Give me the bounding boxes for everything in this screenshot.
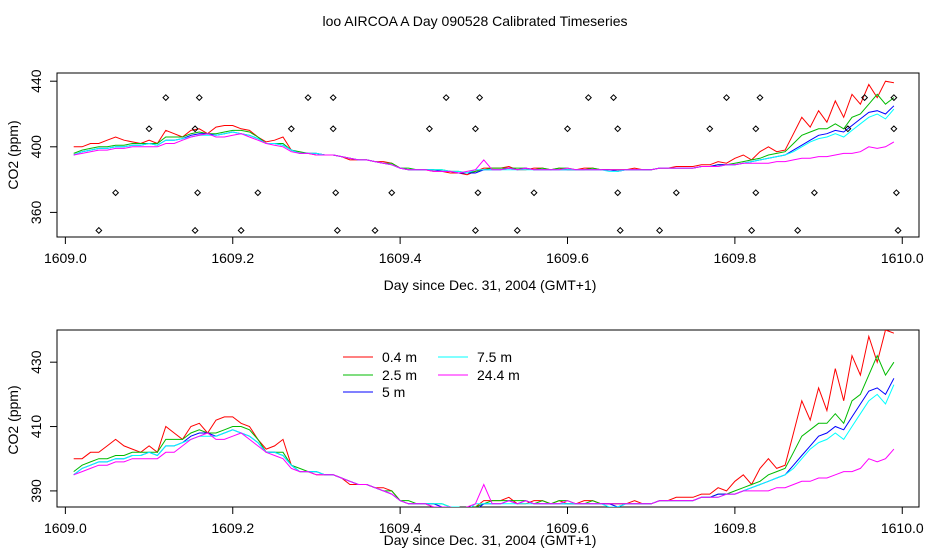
series-line-4 (73, 133, 895, 174)
data-marker (237, 226, 245, 234)
data-marker (723, 94, 731, 102)
y-tick-label: 390 (28, 479, 44, 503)
chart-title: loo AIRCOA A Day 090528 Calibrated Times… (322, 13, 627, 29)
data-marker (752, 125, 760, 133)
data-marker (425, 125, 433, 133)
legend-label: 0.4 m (382, 349, 417, 365)
data-marker (195, 94, 203, 102)
data-marker (794, 226, 802, 234)
data-marker (95, 226, 103, 234)
data-marker (254, 189, 262, 197)
x-tick-label: 1610.0 (881, 250, 924, 266)
data-marker (371, 226, 379, 234)
y-tick-label: 400 (28, 135, 44, 159)
legend-label: 5 m (382, 384, 405, 400)
y-tick-label: 410 (28, 415, 44, 439)
plot-frame (56, 329, 920, 508)
data-marker (471, 226, 479, 234)
data-marker (332, 189, 340, 197)
data-marker (388, 189, 396, 197)
y-tick-label: 440 (28, 69, 44, 93)
data-marker (471, 125, 479, 133)
data-marker (614, 189, 622, 197)
series-line-3 (73, 384, 895, 507)
data-marker (333, 226, 341, 234)
series-group (73, 330, 895, 507)
data-marker (287, 125, 295, 133)
plot-frame (56, 72, 920, 238)
x-tick-label: 1609.6 (546, 250, 589, 266)
data-marker (329, 125, 337, 133)
data-marker (656, 226, 664, 234)
data-marker (706, 125, 714, 133)
data-marker (584, 94, 592, 102)
x-tick-label: 1609.0 (44, 520, 87, 536)
data-marker (194, 189, 202, 197)
x-tick-label: 1609.4 (379, 250, 422, 266)
data-marker (610, 94, 618, 102)
x-tick-label: 1609.6 (546, 520, 589, 536)
series-line-0 (73, 80, 894, 176)
panel-top: Day since Dec. 31, 2004 (GMT+1) CO2 (ppm… (5, 69, 924, 293)
data-marker (474, 189, 482, 197)
series-line-3 (73, 108, 895, 174)
series-line-4 (73, 432, 895, 507)
data-marker (890, 125, 898, 133)
data-marker (191, 226, 199, 234)
data-marker (748, 226, 756, 234)
data-marker (756, 94, 764, 102)
data-marker (844, 125, 852, 133)
legend-label: 7.5 m (477, 349, 512, 365)
data-marker (563, 125, 572, 133)
x-tick-label: 1610.0 (881, 520, 924, 536)
x-tick-label: 1609.4 (379, 520, 422, 536)
x-tick-label: 1609.2 (211, 520, 254, 536)
y-axis-label: CO2 (ppm) (5, 120, 21, 189)
data-marker (892, 189, 900, 197)
panel-bottom: Day since Dec. 31, 2004 (GMT+1) CO2 (ppm… (5, 329, 924, 548)
data-marker (329, 94, 337, 102)
x-tick-label: 1609.8 (713, 250, 756, 266)
data-marker (162, 94, 170, 102)
data-marker (752, 189, 760, 197)
legend-label: 2.5 m (382, 367, 417, 383)
data-marker (890, 94, 898, 102)
x-tick-label: 1609.0 (44, 250, 87, 266)
data-marker (145, 125, 153, 133)
data-marker (304, 94, 312, 102)
data-marker (614, 125, 622, 133)
data-marker (476, 94, 484, 102)
x-tick-label: 1609.2 (211, 250, 254, 266)
series-line-1 (73, 93, 895, 174)
series-group (73, 80, 895, 176)
series-line-0 (73, 330, 895, 507)
data-marker (191, 125, 199, 133)
data-marker (513, 226, 521, 234)
y-tick-label: 430 (28, 350, 44, 374)
data-marker (810, 189, 818, 197)
data-marker (672, 189, 680, 197)
x-tick-label: 1609.8 (713, 520, 756, 536)
data-marker (861, 94, 869, 102)
data-marker (530, 189, 538, 197)
data-marker (112, 189, 120, 197)
legend-label: 24.4 m (477, 367, 520, 383)
data-marker (616, 226, 624, 234)
x-axis-label: Day since Dec. 31, 2004 (GMT+1) (384, 277, 597, 293)
data-marker (442, 94, 450, 102)
x-axis-label: Day since Dec. 31, 2004 (GMT+1) (384, 532, 597, 548)
data-marker (894, 226, 902, 234)
y-axis-label: CO2 (ppm) (5, 385, 21, 454)
y-tick-label: 360 (28, 201, 44, 225)
